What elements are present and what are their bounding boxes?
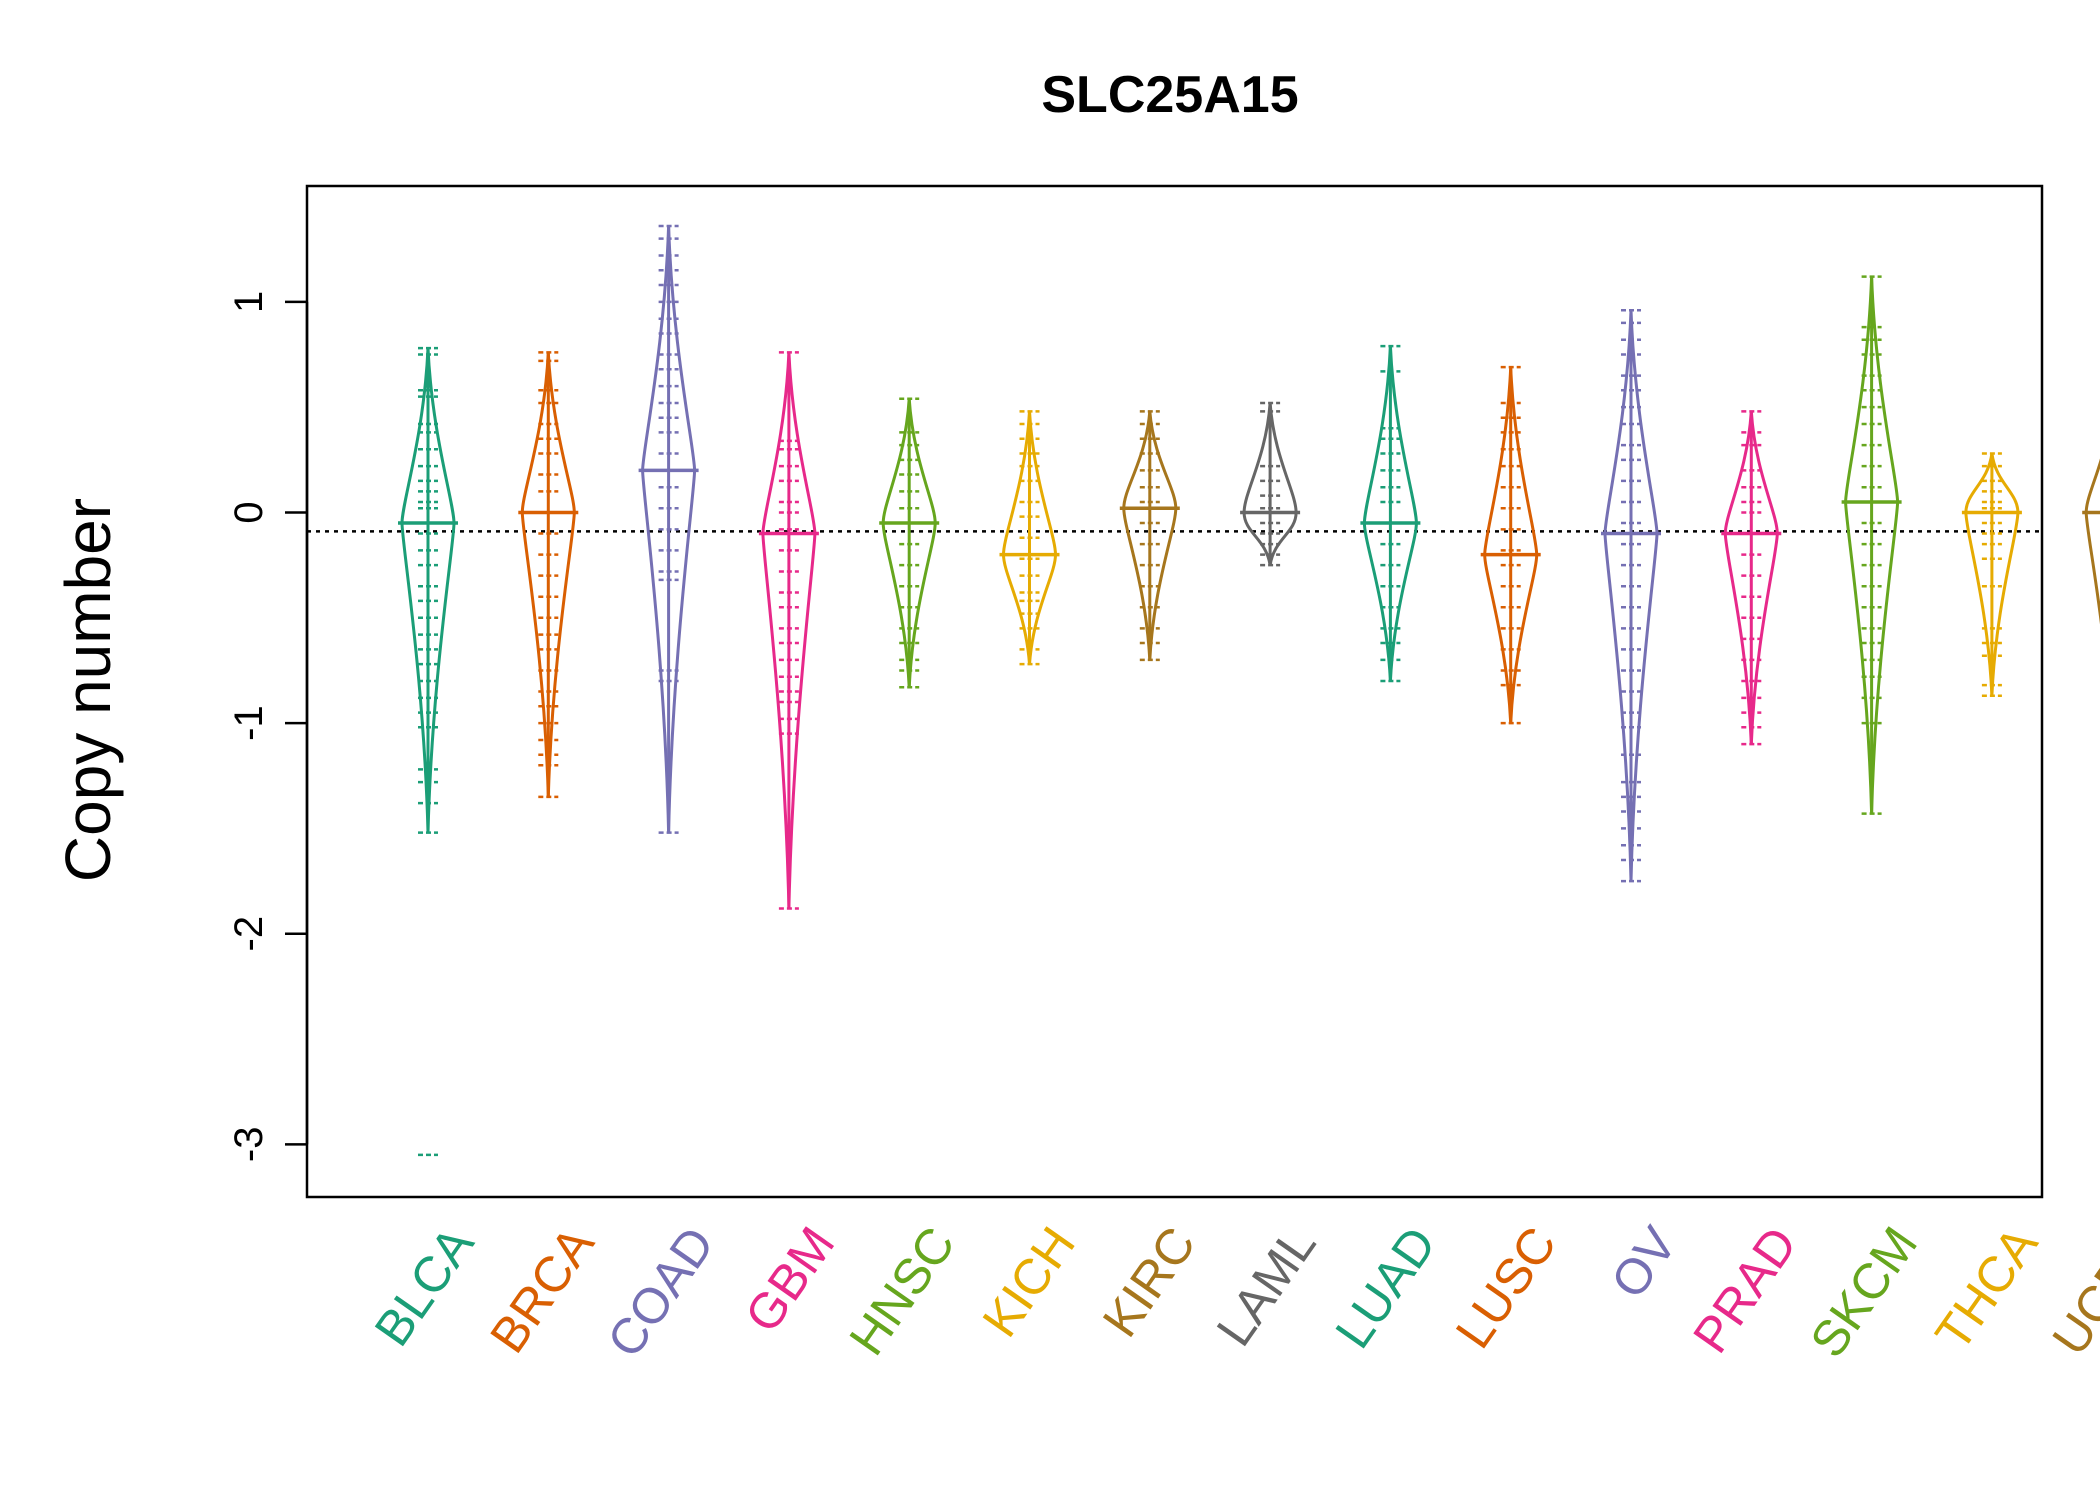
category-label: KIRC <box>1092 1217 1206 1347</box>
category-label: PRAD <box>1682 1217 1808 1363</box>
y-tick-label: -2 <box>227 916 271 952</box>
y-tick-label: 1 <box>227 291 271 313</box>
category-label: SKCM <box>1799 1217 1928 1367</box>
category-label: LUAD <box>1325 1217 1447 1358</box>
category-label: OV <box>1600 1216 1688 1308</box>
category-label: LAML <box>1206 1217 1327 1356</box>
category-label: UCEC <box>2042 1217 2100 1365</box>
category-label: KICH <box>972 1217 1086 1347</box>
y-tick-label: -1 <box>227 705 271 741</box>
category-label: COAD <box>596 1217 725 1367</box>
category-label: BRCA <box>479 1216 605 1362</box>
chart-title: SLC25A15 <box>1041 66 1298 124</box>
category-label: LUSC <box>1445 1217 1567 1358</box>
category-label: GBM <box>734 1217 845 1342</box>
y-tick-label: 0 <box>227 501 271 523</box>
y-axis-label: Copy number <box>52 498 124 882</box>
y-tick-label: -3 <box>227 1127 271 1163</box>
bean-outline <box>2084 458 2100 625</box>
category-label: HNSC <box>839 1217 966 1365</box>
plot-frame <box>305 184 2044 1199</box>
category-label: BLCA <box>364 1216 485 1356</box>
category-label: THCA <box>1924 1216 2048 1360</box>
